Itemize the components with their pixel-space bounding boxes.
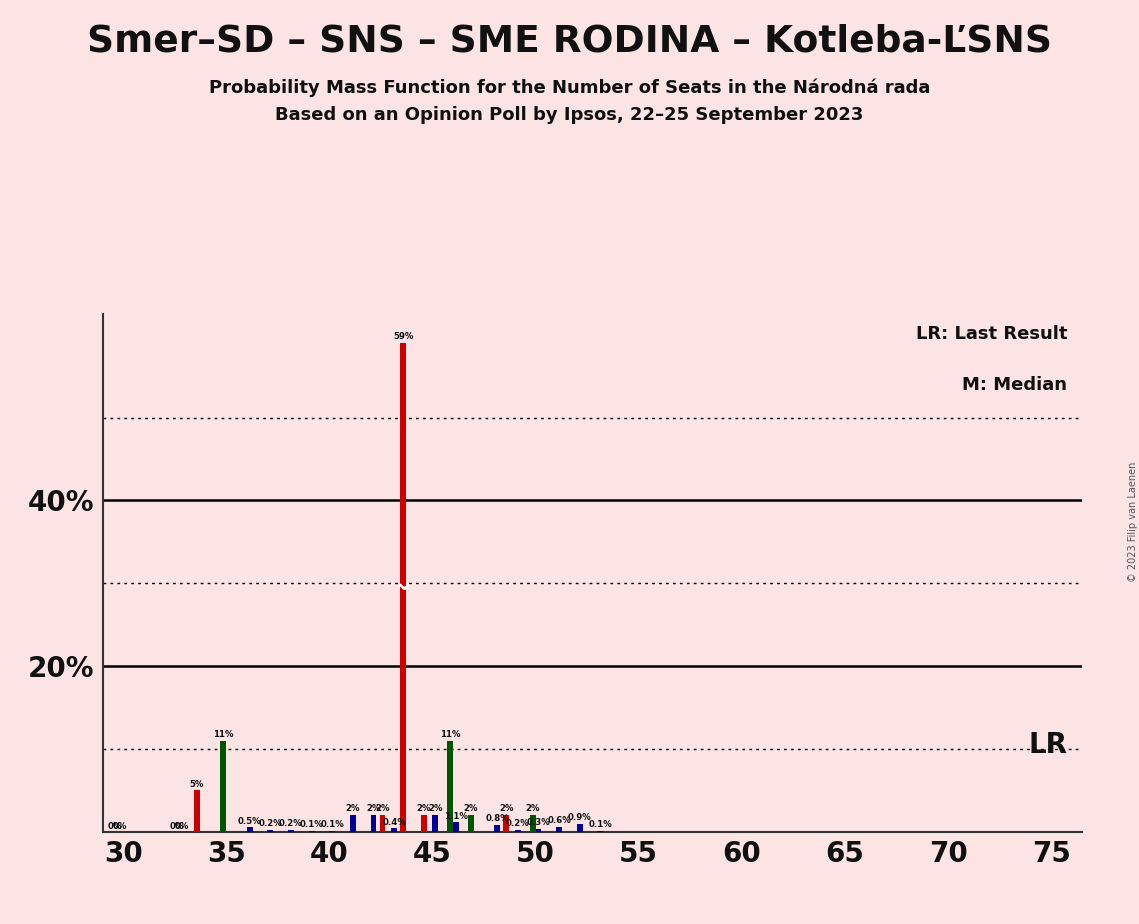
Bar	[576, 824, 582, 832]
Text: 2%: 2%	[345, 805, 360, 813]
Text: 0.8%: 0.8%	[485, 814, 509, 823]
Bar	[556, 827, 562, 832]
Text: 59%: 59%	[393, 333, 413, 342]
Text: 2%: 2%	[525, 805, 540, 813]
Bar	[433, 815, 439, 832]
Text: 0.2%: 0.2%	[259, 820, 282, 828]
Text: 0%: 0%	[113, 822, 128, 832]
Bar	[494, 825, 500, 832]
Text: 1.1%: 1.1%	[444, 812, 468, 821]
Bar	[515, 830, 521, 832]
Bar	[400, 343, 407, 832]
Text: 2%: 2%	[499, 805, 514, 813]
Bar	[379, 815, 385, 832]
Text: 0.2%: 0.2%	[279, 820, 303, 828]
Bar	[468, 815, 474, 832]
Text: 0.4%: 0.4%	[383, 818, 405, 827]
Text: 2%: 2%	[417, 805, 431, 813]
Text: Based on an Opinion Poll by Ipsos, 22–25 September 2023: Based on an Opinion Poll by Ipsos, 22–25…	[276, 106, 863, 124]
Text: 0.5%: 0.5%	[238, 817, 262, 826]
Text: 0.1%: 0.1%	[300, 821, 323, 829]
Text: 0.6%: 0.6%	[547, 816, 571, 825]
Text: LR: LR	[1029, 731, 1067, 759]
Text: 5%: 5%	[190, 780, 204, 788]
Text: Probability Mass Function for the Number of Seats in the Národná rada: Probability Mass Function for the Number…	[208, 79, 931, 97]
Text: 2%: 2%	[428, 805, 443, 813]
Bar	[391, 828, 398, 832]
Text: 0.9%: 0.9%	[568, 813, 591, 822]
Text: M: Median: M: Median	[962, 376, 1067, 395]
Text: 0%: 0%	[170, 822, 183, 832]
Bar	[194, 790, 199, 832]
Bar	[268, 830, 273, 832]
Bar	[448, 740, 453, 832]
Text: 0%: 0%	[107, 822, 122, 832]
Bar	[221, 740, 227, 832]
Text: Smer–SD – SNS – SME RODINA – Kotleba-ĽSNS: Smer–SD – SNS – SME RODINA – Kotleba-ĽSN…	[87, 23, 1052, 59]
Bar	[530, 815, 535, 832]
Text: 0.3%: 0.3%	[526, 819, 550, 828]
Bar	[453, 822, 459, 832]
Bar	[288, 830, 294, 832]
Text: 11%: 11%	[213, 730, 233, 739]
Text: 0.1%: 0.1%	[320, 821, 344, 829]
Text: 0.1%: 0.1%	[589, 821, 612, 829]
Text: LR: Last Result: LR: Last Result	[916, 324, 1067, 343]
Text: 0.2%: 0.2%	[506, 820, 530, 828]
Text: 2%: 2%	[464, 805, 478, 813]
Bar	[535, 829, 541, 832]
Bar	[421, 815, 427, 832]
Text: 2%: 2%	[367, 805, 380, 813]
Text: ⌄: ⌄	[393, 571, 413, 595]
Bar	[247, 828, 253, 832]
Text: © 2023 Filip van Laenen: © 2023 Filip van Laenen	[1129, 462, 1138, 582]
Text: 0%: 0%	[175, 822, 189, 832]
Bar	[370, 815, 376, 832]
Text: 2%: 2%	[376, 805, 390, 813]
Bar	[350, 815, 355, 832]
Bar	[503, 815, 509, 832]
Text: 11%: 11%	[440, 730, 460, 739]
